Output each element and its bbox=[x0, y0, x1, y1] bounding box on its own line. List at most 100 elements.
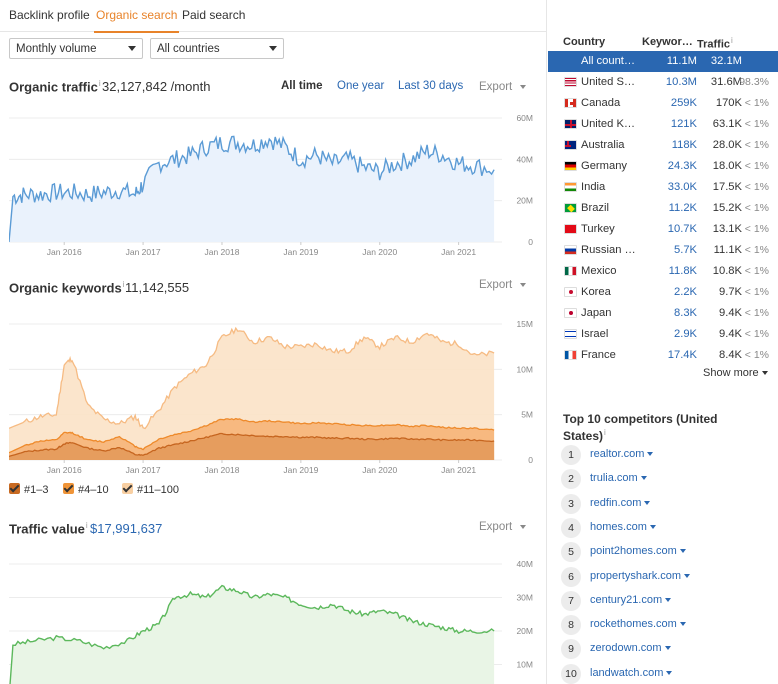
col-country-header[interactable]: Country bbox=[563, 36, 606, 48]
col-traffic-header[interactable]: Traffici bbox=[697, 36, 733, 51]
country-keywords[interactable]: 17.4K bbox=[667, 349, 697, 361]
x-tick-label: Jan 2016 bbox=[47, 247, 82, 257]
flag-uk-icon bbox=[564, 119, 577, 129]
competitor-link[interactable]: realtor.com bbox=[590, 448, 654, 460]
country-traffic-share: < 1% bbox=[744, 160, 769, 172]
value-export-button[interactable]: Export bbox=[479, 521, 527, 533]
col-keywords-header[interactable]: Keywor… bbox=[642, 36, 693, 48]
competitor-link[interactable]: homes.com bbox=[590, 521, 656, 533]
country-keywords[interactable]: 24.3K bbox=[667, 160, 697, 172]
country-keywords[interactable]: 118K bbox=[671, 139, 697, 151]
info-icon[interactable]: i bbox=[85, 521, 88, 530]
country-row[interactable]: United K… 121K 63.1K < 1% bbox=[548, 114, 778, 135]
tab-paid-search[interactable]: Paid search bbox=[182, 8, 246, 22]
competitor-link[interactable]: point2homes.com bbox=[590, 545, 686, 557]
info-icon[interactable]: i bbox=[122, 280, 125, 289]
country-traffic-share: < 1% bbox=[744, 118, 769, 130]
country-row[interactable]: Korea 2.2K 9.7K < 1% bbox=[548, 282, 778, 303]
country-keywords[interactable]: 11.2K bbox=[668, 202, 697, 214]
country-keywords[interactable]: 8.3K bbox=[673, 307, 697, 319]
competitor-link[interactable]: propertyshark.com bbox=[590, 570, 691, 582]
checkbox-icon[interactable] bbox=[9, 483, 20, 494]
country-row[interactable]: Russian … 5.7K 11.1K < 1% bbox=[548, 240, 778, 261]
info-icon[interactable]: i bbox=[604, 428, 606, 437]
country-row[interactable]: Germany 24.3K 18.0K < 1% bbox=[548, 156, 778, 177]
competitor-rank: 7 bbox=[561, 590, 581, 611]
country-traffic-share: < 1% bbox=[744, 286, 769, 298]
country-traffic-share: < 1% bbox=[744, 244, 769, 256]
country-keywords[interactable]: 259K bbox=[670, 97, 697, 109]
legend-top100[interactable]: #11–100 bbox=[122, 483, 179, 496]
tab-organic-search[interactable]: Organic search bbox=[93, 8, 180, 33]
country-row[interactable]: Brazil 11.2K 15.2K < 1% bbox=[548, 198, 778, 219]
right-panel: Country Keywor… Traffici All count… 11.1M… bbox=[546, 0, 778, 684]
tab-backlink-profile[interactable]: Backlink profile bbox=[9, 8, 90, 22]
range-last-30-days[interactable]: Last 30 days bbox=[398, 80, 464, 92]
info-icon[interactable]: i bbox=[98, 79, 101, 88]
show-more-button[interactable]: Show more bbox=[703, 367, 768, 379]
range-one-year[interactable]: One year bbox=[337, 80, 385, 92]
country-keywords[interactable]: 2.2K bbox=[673, 286, 697, 298]
country-row[interactable]: Canada 259K 170K < 1% bbox=[548, 93, 778, 114]
country-keywords[interactable]: 5.7K bbox=[673, 244, 697, 256]
country-select[interactable]: All countries bbox=[150, 38, 284, 59]
country-row[interactable]: India 33.0K 17.5K < 1% bbox=[548, 177, 778, 198]
x-tick-label: Jan 2018 bbox=[204, 247, 239, 257]
chevron-down-icon[interactable] bbox=[640, 476, 647, 481]
country-row[interactable]: Israel 2.9K 9.4K < 1% bbox=[548, 324, 778, 345]
y-tick-label: 5M bbox=[521, 410, 533, 420]
traffic-value-amount[interactable]: $17,991,637 bbox=[90, 521, 163, 536]
chevron-down-icon[interactable] bbox=[647, 452, 654, 457]
organic-keywords-value: 11,142,555 bbox=[125, 280, 190, 295]
chevron-down-icon[interactable] bbox=[664, 646, 671, 651]
country-traffic: 13.1K bbox=[712, 223, 742, 235]
chevron-down-icon[interactable] bbox=[679, 549, 686, 554]
volume-select[interactable]: Monthly volume bbox=[9, 38, 143, 59]
chevron-down-icon[interactable] bbox=[649, 524, 656, 529]
organic-traffic-svg: 60M 40M 20M 0 Jan 2016 Jan 2017 Jan 2018 Jan 20… bbox=[9, 113, 533, 257]
traffic-value-chart: 40M 30M 20M 10M bbox=[9, 555, 534, 684]
series-line bbox=[9, 326, 495, 430]
country-keywords[interactable]: 11.1M bbox=[666, 55, 697, 67]
flag-fr-icon bbox=[564, 350, 577, 360]
country-row[interactable]: Mexico 11.8K 10.8K < 1% bbox=[548, 261, 778, 282]
competitor-rank: 9 bbox=[561, 639, 581, 660]
chevron-down-icon[interactable] bbox=[679, 622, 686, 627]
country-row[interactable]: Turkey 10.7K 13.1K < 1% bbox=[548, 219, 778, 240]
competitor-link[interactable]: century21.com bbox=[590, 594, 672, 606]
range-all-time[interactable]: All time bbox=[281, 80, 323, 92]
country-name: All count… bbox=[581, 55, 636, 67]
traffic-export-button[interactable]: Export bbox=[479, 81, 527, 93]
country-row[interactable]: United S… 10.3M 31.6M 98.3% bbox=[548, 72, 778, 93]
legend-top10[interactable]: #4–10 bbox=[63, 483, 109, 496]
country-row[interactable]: All count… 11.1M 32.1M bbox=[548, 51, 778, 72]
x-tick-label: Jan 2016 bbox=[47, 465, 82, 475]
country-name: France bbox=[581, 349, 616, 361]
competitor-link[interactable]: trulia.com bbox=[590, 472, 647, 484]
chevron-down-icon[interactable] bbox=[665, 597, 672, 602]
country-keywords[interactable]: 10.7K bbox=[667, 223, 697, 235]
checkbox-icon[interactable] bbox=[63, 483, 74, 494]
legend-top3[interactable]: #1–3 bbox=[9, 483, 48, 496]
chevron-down-icon[interactable] bbox=[666, 670, 673, 675]
country-row[interactable]: France 17.4K 8.4K < 1% bbox=[548, 345, 778, 366]
competitor-link[interactable]: redfin.com bbox=[590, 497, 651, 509]
country-keywords[interactable]: 2.9K bbox=[673, 328, 697, 340]
checkbox-icon[interactable] bbox=[122, 483, 133, 494]
chevron-down-icon[interactable] bbox=[684, 573, 691, 578]
country-keywords[interactable]: 33.0K bbox=[667, 181, 697, 193]
country-keywords[interactable]: 10.3M bbox=[665, 76, 697, 88]
competitor-link[interactable]: landwatch.com bbox=[590, 667, 673, 679]
country-keywords[interactable]: 121K bbox=[670, 118, 697, 130]
country-row[interactable]: Japan 8.3K 9.4K < 1% bbox=[548, 303, 778, 324]
series-line bbox=[9, 417, 495, 454]
keywords-export-button[interactable]: Export bbox=[479, 279, 527, 291]
info-icon[interactable]: i bbox=[731, 36, 733, 45]
country-row[interactable]: Australia 118K 28.0K < 1% bbox=[548, 135, 778, 156]
organic-traffic-value: 32,127,842 /month bbox=[102, 79, 211, 94]
country-keywords[interactable]: 11.8K bbox=[668, 265, 697, 277]
competitor-link[interactable]: rockethomes.com bbox=[590, 618, 686, 630]
competitor-link[interactable]: zerodown.com bbox=[590, 642, 671, 654]
chevron-down-icon[interactable] bbox=[644, 500, 651, 505]
country-traffic-share: < 1% bbox=[744, 307, 769, 319]
